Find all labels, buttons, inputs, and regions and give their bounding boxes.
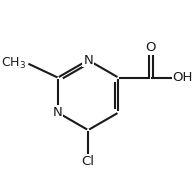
Text: OH: OH [173, 71, 193, 84]
Text: Cl: Cl [82, 155, 95, 168]
Text: O: O [146, 41, 156, 54]
Text: N: N [53, 106, 63, 119]
Text: N: N [83, 54, 93, 67]
Text: CH$_3$: CH$_3$ [1, 56, 26, 71]
